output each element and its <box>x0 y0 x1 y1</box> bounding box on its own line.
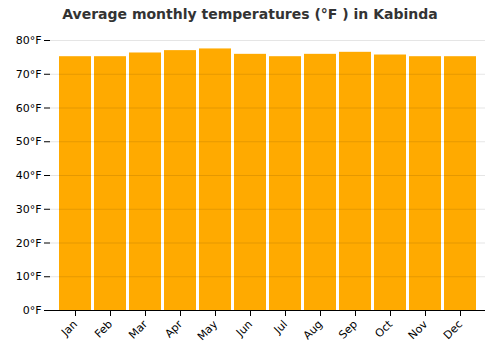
svg-text:Nov: Nov <box>406 317 431 342</box>
svg-text:20°F: 20°F <box>16 237 42 250</box>
svg-text:50°F: 50°F <box>16 135 42 148</box>
svg-text:10°F: 10°F <box>16 270 42 283</box>
svg-text:80°F: 80°F <box>16 34 42 47</box>
svg-text:Aug: Aug <box>301 318 325 342</box>
svg-text:Mar: Mar <box>126 317 150 341</box>
svg-text:Apr: Apr <box>162 317 185 340</box>
svg-text:60°F: 60°F <box>16 102 42 115</box>
svg-text:Jan: Jan <box>58 318 80 340</box>
svg-text:Jun: Jun <box>233 318 255 340</box>
svg-text:40°F: 40°F <box>16 169 42 182</box>
svg-text:Feb: Feb <box>92 318 115 341</box>
svg-text:Sep: Sep <box>336 318 360 342</box>
svg-text:Oct: Oct <box>372 317 395 340</box>
svg-text:May: May <box>195 317 221 343</box>
svg-text:30°F: 30°F <box>16 203 42 216</box>
svg-text:Dec: Dec <box>441 318 465 342</box>
svg-text:Jul: Jul <box>271 318 290 337</box>
svg-text:70°F: 70°F <box>16 68 42 81</box>
html-text:Average monthly temperatures (: Average monthly temperatures (°F ) in Ka… <box>62 6 438 22</box>
svg-text:0°F: 0°F <box>23 304 42 317</box>
